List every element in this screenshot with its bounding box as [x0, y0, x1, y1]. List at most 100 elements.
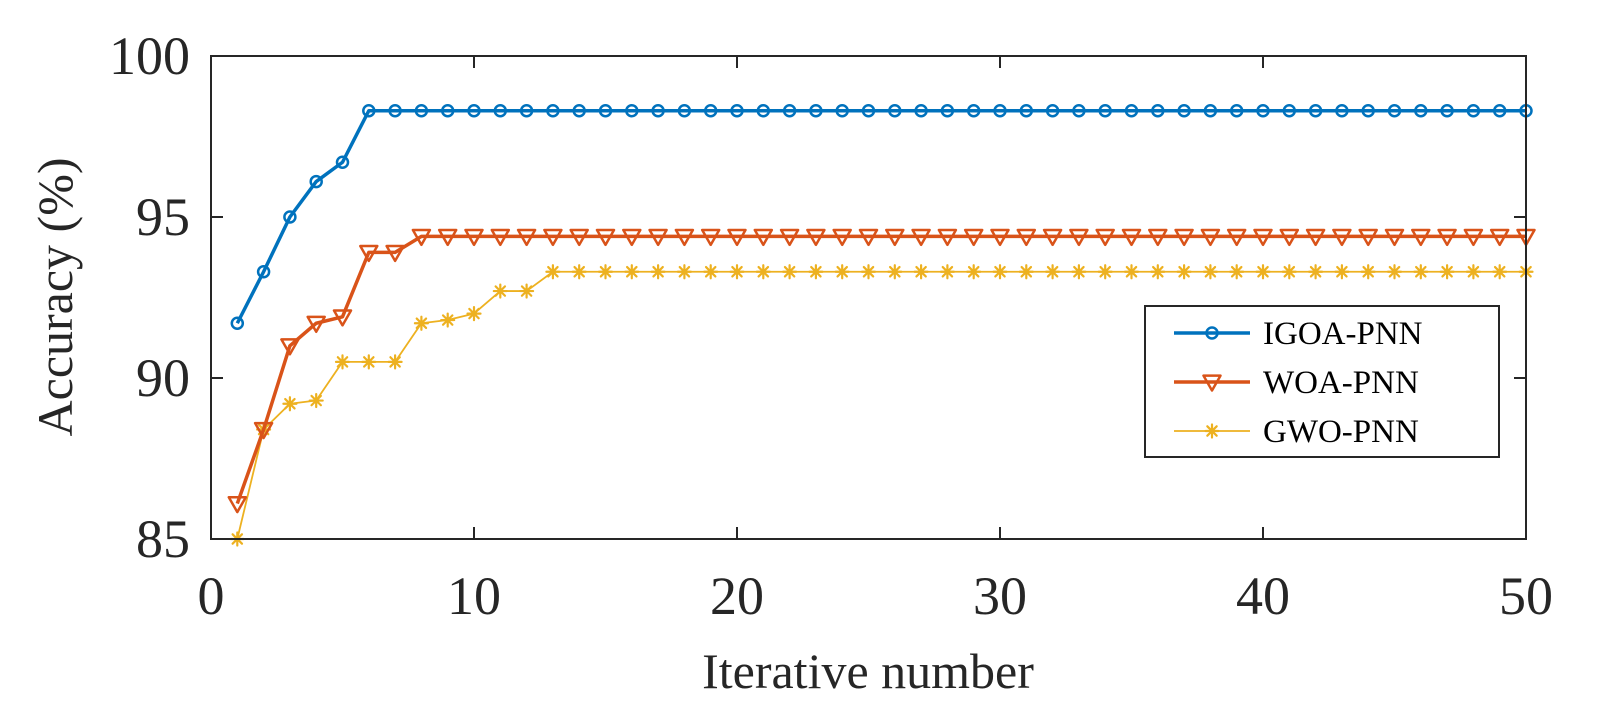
data-point — [1019, 103, 1034, 118]
legend-marker — [1202, 374, 1222, 392]
data-point — [1413, 264, 1429, 280]
data-point — [808, 264, 824, 280]
data-point — [1492, 103, 1507, 118]
data-point — [595, 228, 616, 247]
data-point — [253, 421, 274, 440]
data-point — [911, 228, 931, 247]
data-point — [1124, 103, 1139, 118]
data-point — [256, 264, 271, 279]
data-point — [361, 354, 377, 370]
data-point — [332, 309, 353, 327]
data-point — [1358, 228, 1378, 247]
data-point — [1097, 264, 1113, 280]
data-point — [1151, 103, 1165, 118]
data-point — [913, 264, 929, 280]
data-point — [1202, 264, 1218, 280]
legend-label: GWO-PNN — [1263, 414, 1419, 450]
data-point — [779, 228, 800, 247]
data-point — [387, 354, 403, 370]
data-point — [440, 103, 455, 118]
data-point — [940, 103, 955, 118]
x-tick-label: 30 — [973, 566, 1027, 626]
data-point — [569, 228, 589, 247]
data-point — [1072, 103, 1086, 118]
data-point — [1384, 228, 1405, 247]
data-point — [1069, 228, 1089, 247]
data-point — [1255, 264, 1271, 280]
data-point — [597, 264, 614, 280]
data-point — [651, 103, 665, 118]
data-point — [703, 103, 718, 118]
data-point — [1414, 103, 1428, 118]
data-point — [519, 283, 535, 299]
data-point — [1177, 103, 1191, 118]
data-point — [1098, 103, 1112, 118]
data-point — [834, 264, 850, 280]
data-point — [648, 228, 668, 247]
data-point — [1123, 264, 1140, 280]
data-point — [674, 228, 695, 247]
data-point — [1042, 228, 1063, 247]
data-point — [650, 264, 666, 280]
data-point — [283, 210, 297, 224]
data-point — [963, 228, 984, 247]
plot-area-frame — [210, 55, 1527, 540]
legend-marker — [1205, 326, 1219, 340]
data-point — [782, 264, 798, 280]
data-point — [1016, 228, 1037, 247]
x-tick-label: 0 — [198, 566, 225, 626]
data-point — [992, 264, 1008, 280]
data-point — [1437, 228, 1457, 247]
series-woa-pnn — [227, 228, 1536, 514]
data-point — [622, 228, 642, 247]
data-point — [1071, 264, 1087, 280]
x-tick-label: 40 — [1236, 566, 1290, 626]
data-point — [1361, 103, 1375, 118]
data-point — [729, 264, 745, 280]
data-point — [385, 244, 405, 263]
data-point — [1203, 103, 1218, 118]
data-point — [490, 228, 511, 247]
data-point — [1018, 264, 1034, 280]
y-axis-title: Accuracy (%) — [27, 158, 83, 437]
data-point — [1440, 103, 1454, 118]
data-point — [362, 103, 376, 118]
legend: IGOA-PNN WOA-PNN GWO-PNN — [1144, 305, 1500, 458]
data-point — [334, 354, 351, 370]
data-point — [1305, 228, 1326, 247]
data-point — [280, 338, 300, 356]
data-point — [937, 228, 958, 247]
data-point — [1386, 264, 1403, 280]
data-point — [282, 396, 298, 412]
series-layer — [227, 103, 1536, 547]
data-point — [440, 312, 456, 328]
x-axis-title: Iterative number — [702, 643, 1034, 699]
data-point — [1411, 228, 1431, 247]
data-point — [861, 103, 876, 118]
legend-label: WOA-PNN — [1263, 365, 1419, 401]
data-point — [493, 103, 508, 118]
data-point — [1045, 103, 1060, 118]
data-point — [1121, 228, 1142, 247]
data-point — [492, 283, 508, 299]
data-point — [546, 103, 560, 118]
x-tick-label: 50 — [1499, 566, 1553, 626]
data-point — [1308, 264, 1324, 280]
data-point — [598, 103, 613, 118]
data-point — [625, 103, 639, 118]
data-point — [1256, 103, 1270, 118]
data-point — [624, 264, 640, 280]
x-tick-label: 20 — [710, 566, 764, 626]
data-point — [703, 264, 719, 280]
data-point — [1176, 264, 1192, 280]
data-point — [309, 174, 323, 189]
legend-label: IGOA-PNN — [1263, 316, 1423, 352]
data-point — [388, 103, 402, 118]
data-point — [914, 103, 928, 118]
data-point — [571, 264, 587, 280]
data-point — [676, 264, 692, 280]
data-point — [677, 103, 692, 118]
data-point — [230, 316, 245, 331]
data-point — [835, 103, 849, 118]
